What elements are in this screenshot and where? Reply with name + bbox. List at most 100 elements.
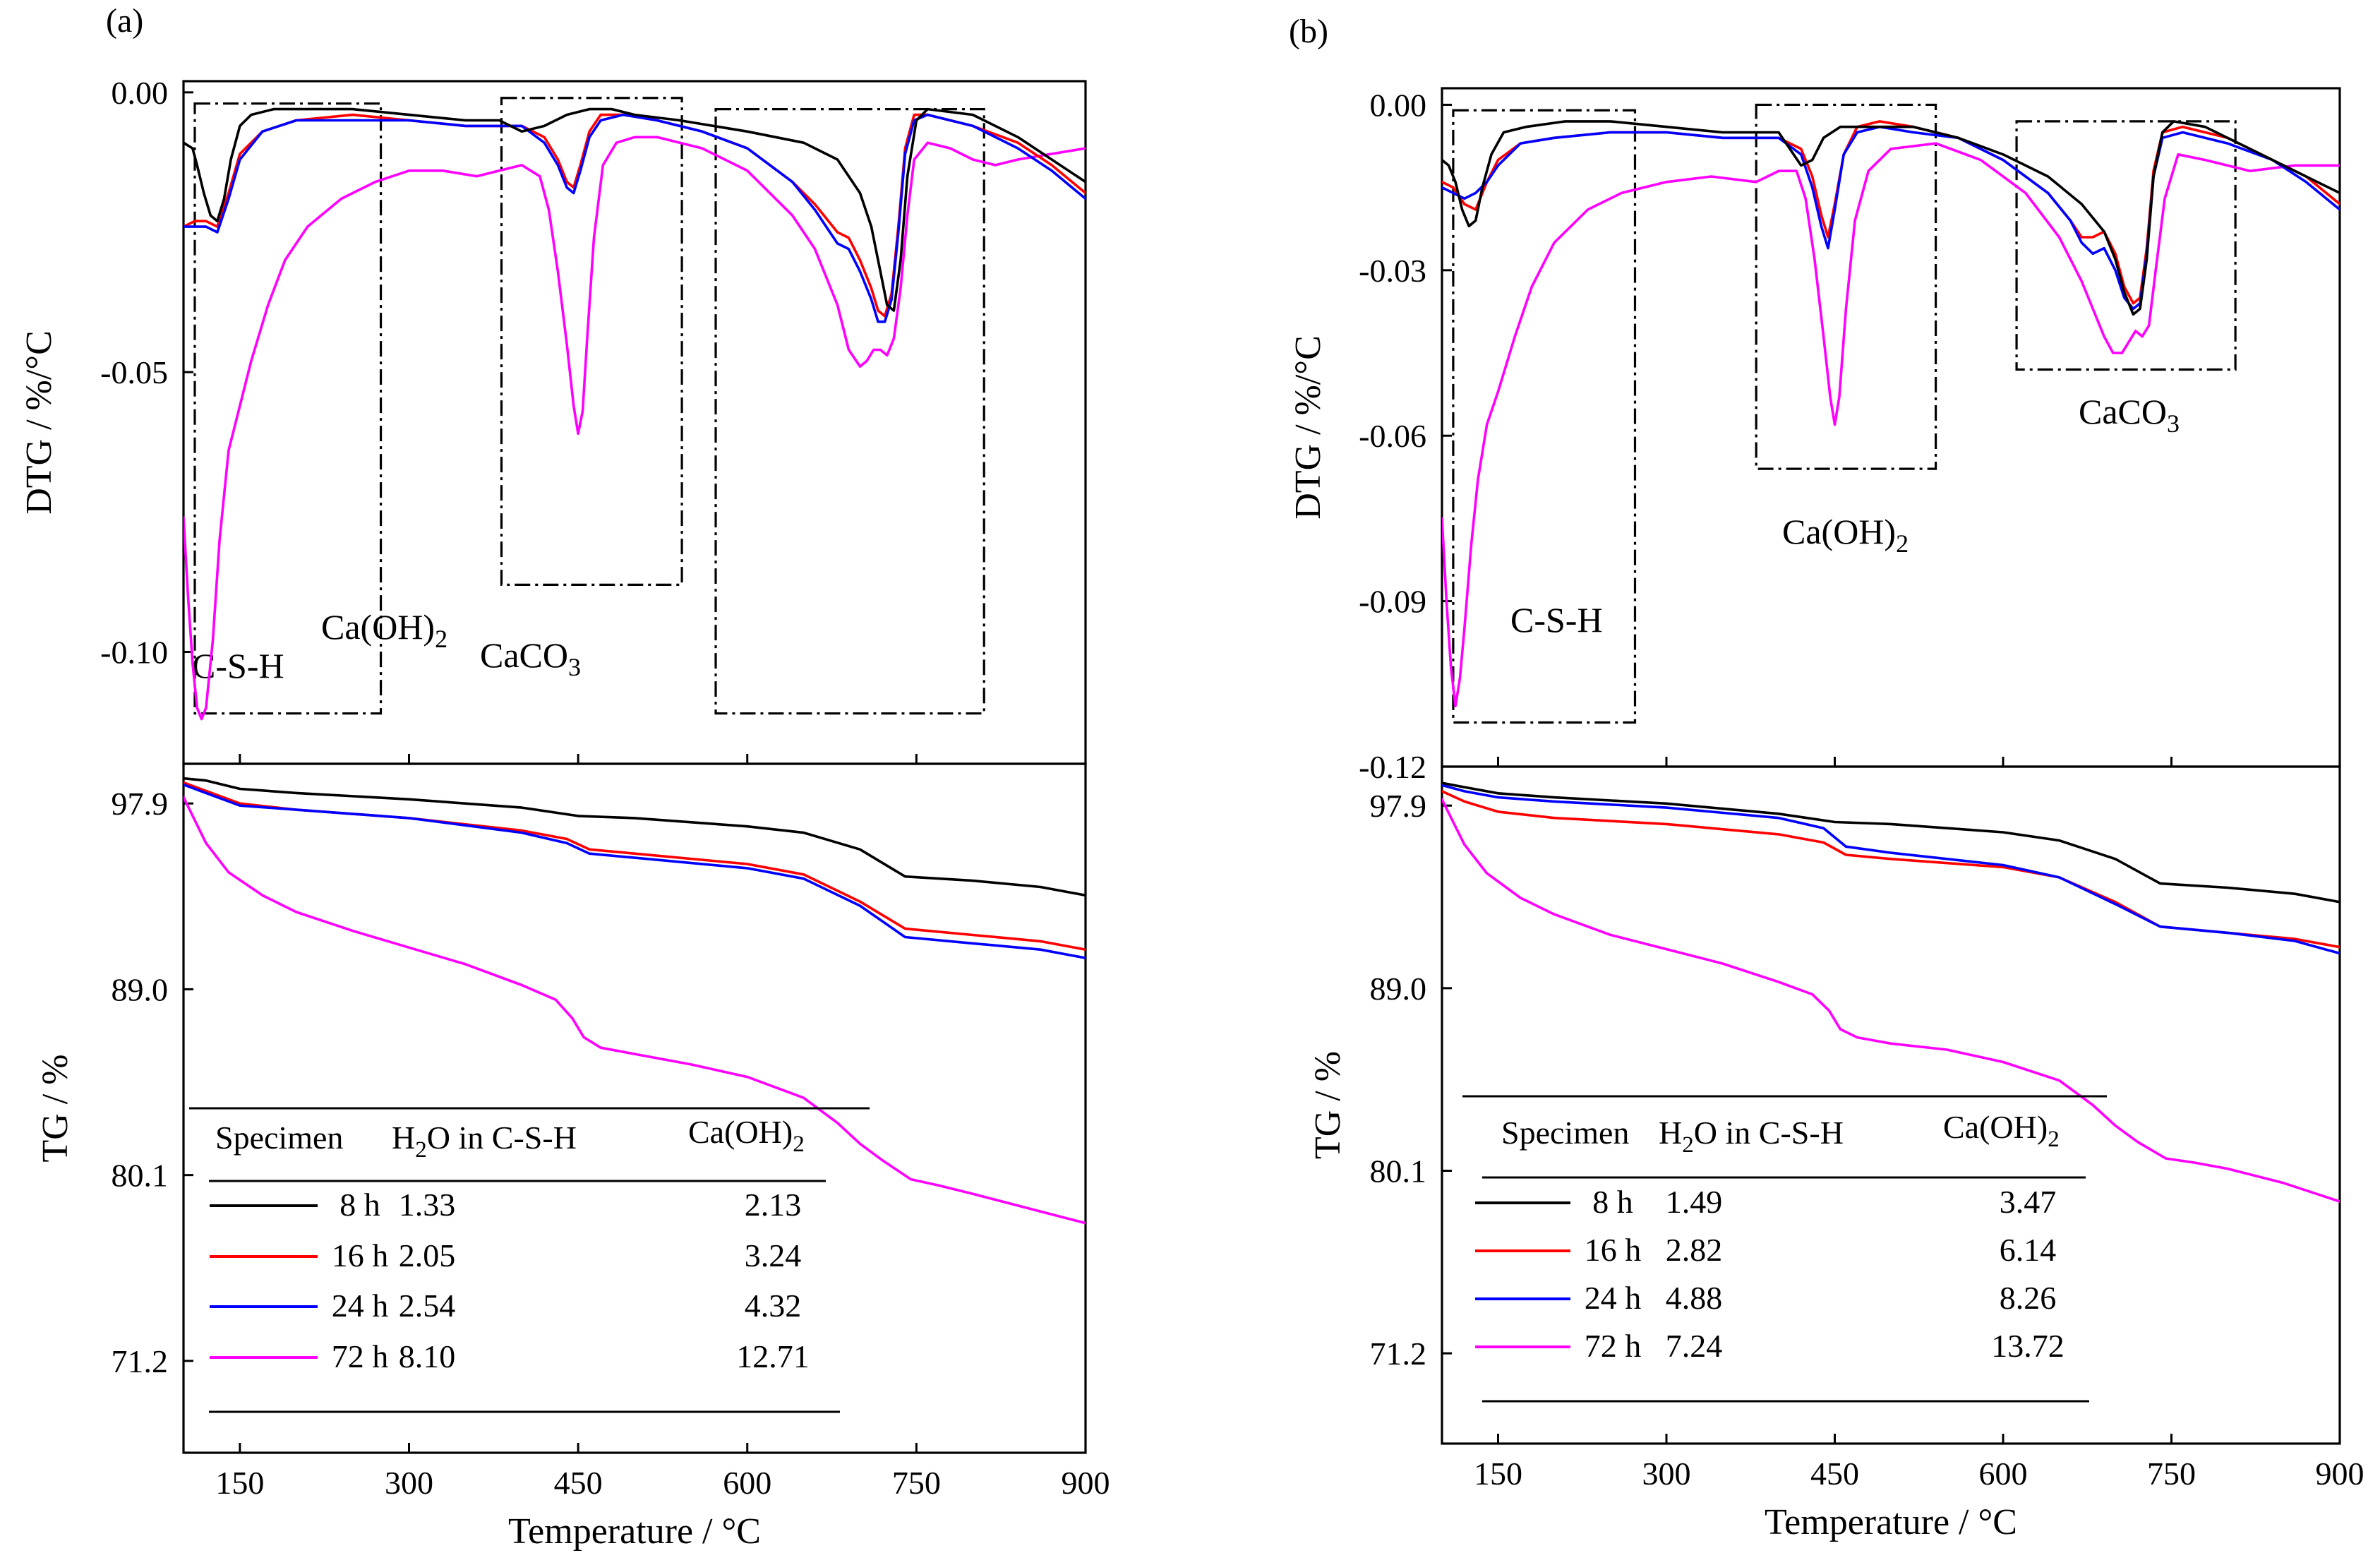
dtg-series-line <box>1442 125 2340 311</box>
panel-0: (a) 150 300 450 600 750 900 Temperature / °C 0.0… <box>19 2 1110 1552</box>
table-row: 16 h 2.05 3.24 <box>210 1237 801 1273</box>
row-h2o-value: 2.05 <box>399 1237 456 1273</box>
dtg-series-line <box>1442 120 2340 316</box>
row-h2o-value: 1.49 <box>1666 1184 1723 1220</box>
dtg-y-tick-label: 0.00 <box>1370 87 1427 123</box>
row-caoh2-value: 12.71 <box>736 1338 810 1374</box>
region-box <box>193 102 383 715</box>
tg-y-tick-label: 80.1 <box>112 1158 169 1194</box>
row-specimen: 72 h <box>1585 1328 1642 1364</box>
row-caoh2-value: 2.13 <box>745 1187 802 1223</box>
tg-y-tick-label: 80.1 <box>1370 1153 1427 1189</box>
row-h2o-value: 8.10 <box>399 1338 456 1374</box>
table-header-caoh2: Ca(OH)2 <box>1943 1109 2060 1152</box>
table-row: 24 h 4.88 8.26 <box>1475 1280 2056 1316</box>
region-label: CaCO3 <box>2079 392 2180 438</box>
tg-y-axis-title: TG / % <box>1308 1051 1348 1159</box>
row-caoh2-value: 3.47 <box>2000 1184 2057 1220</box>
row-specimen: 8 h <box>339 1187 380 1223</box>
row-specimen: 24 h <box>1585 1280 1642 1316</box>
region-label: Ca(OH)2 <box>1782 512 1909 558</box>
tg-series-line <box>1442 784 2340 955</box>
legend-table: Specimen H2O in C-S-H Ca(OH)2 8 h 1.49 3.47 16… <box>1462 1095 2107 1403</box>
dtg-series-line <box>1442 142 2340 707</box>
row-caoh2-value: 6.14 <box>2000 1232 2057 1268</box>
tg-plot-frame <box>1441 765 2341 1445</box>
region-box <box>2015 120 2237 371</box>
tg-y-tick-label: 71.2 <box>112 1343 169 1379</box>
table-header-h2o: H2O in C-S-H <box>1659 1115 1844 1158</box>
row-h2o-value: 7.24 <box>1666 1328 1723 1364</box>
dtg-series-line <box>184 113 1086 318</box>
table-row: 16 h 2.82 6.14 <box>1475 1232 2056 1268</box>
row-specimen: 24 h <box>332 1288 389 1324</box>
region-box <box>500 97 683 586</box>
x-tick-label: 600 <box>1979 1456 2028 1492</box>
region-label: Ca(OH)2 <box>321 607 447 653</box>
table-header-specimen: Specimen <box>1501 1115 1629 1151</box>
row-caoh2-value: 13.72 <box>1991 1328 2065 1364</box>
dtg-y-axis-title: DTG / %/°C <box>1288 335 1328 520</box>
tg-series-line <box>184 796 1086 1225</box>
row-h2o-value: 4.88 <box>1666 1280 1723 1316</box>
table-row: 72 h 8.10 12.71 <box>210 1338 810 1374</box>
tg-y-axis-title: TG / % <box>35 1054 76 1162</box>
dtg-y-axis-title: DTG / %/°C <box>19 330 59 515</box>
tg-plot-frame <box>182 762 1087 1454</box>
panel-1: (b) 150 300 450 600 750 900 Temperature / °C 0.0… <box>1288 13 2364 1542</box>
table-header-specimen: Specimen <box>215 1120 343 1156</box>
x-axis-title: Temperature / °C <box>508 1511 761 1552</box>
table-row: 8 h 1.33 2.13 <box>210 1187 801 1223</box>
x-tick-label: 300 <box>385 1465 433 1501</box>
row-h2o-value: 2.82 <box>1666 1232 1723 1268</box>
dtg-series-line <box>184 136 1086 721</box>
dtg-y-tick-label: -0.06 <box>1359 418 1426 454</box>
row-specimen: 16 h <box>1585 1232 1642 1268</box>
x-tick-label: 750 <box>2147 1456 2196 1492</box>
dtg-y-tick-label: -0.09 <box>1359 584 1426 620</box>
panel-label: (b) <box>1289 13 1328 50</box>
x-tick-label: 150 <box>215 1465 264 1501</box>
x-axis-title: Temperature / °C <box>1765 1502 2017 1542</box>
table-row: 24 h 2.54 4.32 <box>210 1288 801 1324</box>
tg-series-line <box>184 781 1086 951</box>
tg-series-line <box>184 783 1086 959</box>
dtg-y-tick-label: -0.10 <box>100 634 168 670</box>
dtg-y-tick-label: 0.00 <box>112 75 169 111</box>
x-tick-label: 750 <box>892 1465 941 1501</box>
row-caoh2-value: 8.26 <box>2000 1280 2057 1316</box>
x-tick-label: 150 <box>1474 1456 1522 1492</box>
dtg-plot-frame <box>182 80 1087 765</box>
tg-y-tick-label: 97.9 <box>1370 788 1427 824</box>
x-tick-label: 450 <box>554 1465 603 1501</box>
tg-y-tick-label: 97.9 <box>112 786 169 822</box>
region-box <box>714 108 985 715</box>
dtg-series-line <box>184 107 1086 312</box>
tg-y-tick-label: 89.0 <box>112 971 169 1007</box>
dtg-y-tick-label: -0.05 <box>100 354 168 390</box>
row-caoh2-value: 4.32 <box>745 1288 802 1324</box>
row-caoh2-value: 3.24 <box>745 1237 802 1273</box>
x-tick-label: 600 <box>723 1465 771 1501</box>
dtg-y-tick-label: -0.03 <box>1359 253 1426 289</box>
region-label: CaCO3 <box>480 635 581 681</box>
row-h2o-value: 2.54 <box>399 1288 456 1324</box>
tg-series-line <box>1442 781 2340 904</box>
table-header-caoh2: Ca(OH)2 <box>688 1114 805 1157</box>
tg-series-line <box>184 776 1086 897</box>
row-specimen: 72 h <box>332 1338 389 1374</box>
row-specimen: 16 h <box>332 1237 389 1273</box>
dtg-plot-frame <box>1441 87 2341 768</box>
dtg-series-line <box>184 113 1086 323</box>
x-tick-label: 450 <box>1810 1456 1859 1492</box>
x-tick-label: 900 <box>1062 1465 1110 1501</box>
tg-y-tick-label: 71.2 <box>1370 1336 1427 1372</box>
row-specimen: 8 h <box>1592 1184 1633 1220</box>
table-row: 8 h 1.49 3.47 <box>1475 1184 2056 1220</box>
tg-y-tick-label: 89.0 <box>1370 971 1427 1007</box>
row-h2o-value: 1.33 <box>399 1187 456 1223</box>
legend-table: Specimen H2O in C-S-H Ca(OH)2 8 h 1.33 2.13 16… <box>189 1107 870 1413</box>
table-header-h2o: H2O in C-S-H <box>392 1120 577 1163</box>
region-box <box>1755 103 1937 470</box>
